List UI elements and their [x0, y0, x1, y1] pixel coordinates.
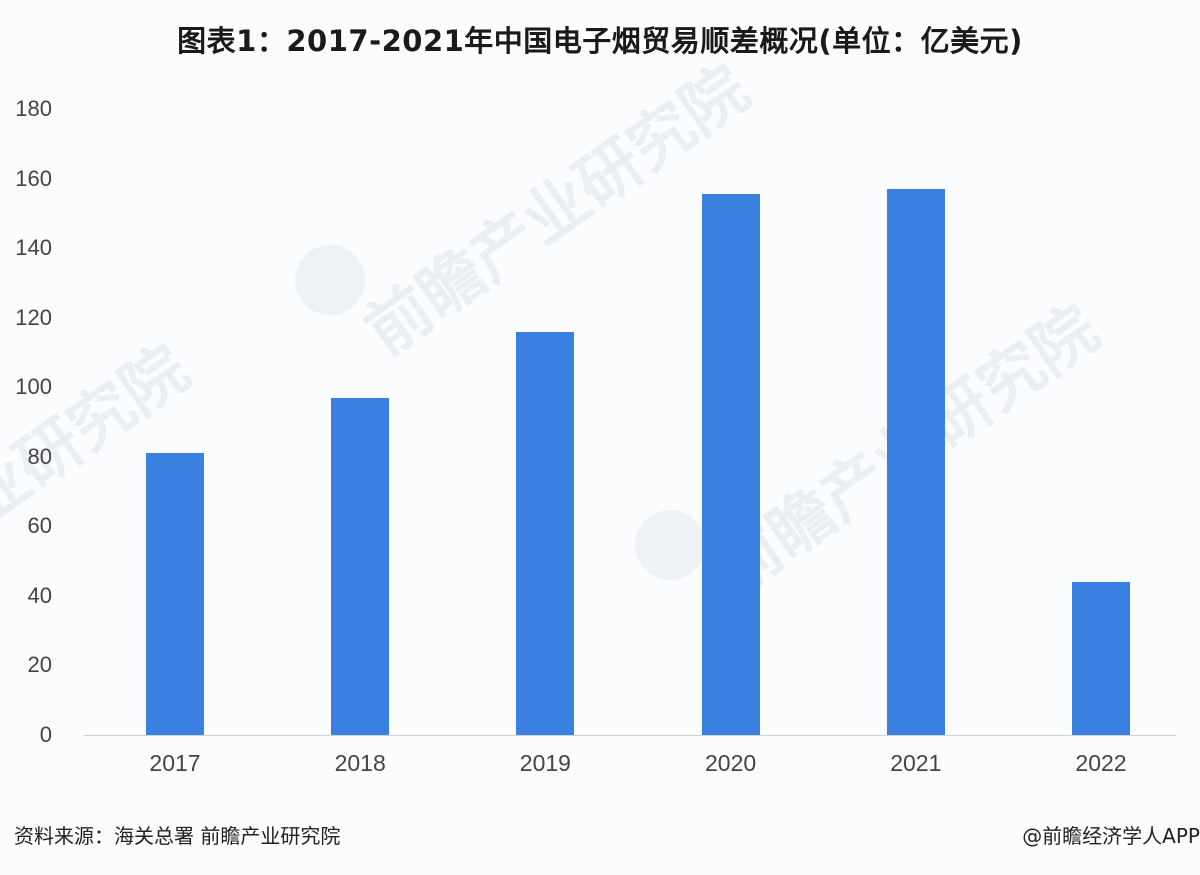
x-tick-label: 2017 [149, 750, 201, 776]
bar-2021 [886, 188, 945, 735]
bar-2018 [331, 397, 390, 735]
x-tick-label: 2022 [1075, 750, 1127, 776]
y-tick-label: 0 [39, 722, 52, 747]
y-tick-label: 100 [15, 374, 52, 400]
x-tick-label: 2020 [705, 750, 757, 776]
x-tick-label: 2019 [519, 750, 571, 776]
x-tick-label: 2018 [334, 750, 386, 776]
y-tick-label: 120 [15, 304, 52, 330]
x-tick-label: 2021 [890, 750, 942, 776]
y-tick-label: 180 [15, 96, 52, 121]
y-tick-label: 80 [27, 443, 52, 469]
x-axis-line [84, 735, 1176, 736]
bar-2019 [516, 331, 575, 735]
y-tick-label: 20 [27, 652, 52, 678]
bar-2020 [701, 194, 760, 735]
bar-2022 [1072, 581, 1130, 735]
y-tick-label: 40 [27, 582, 52, 608]
watermark-logo-icon [635, 510, 705, 580]
y-tick-label: 140 [15, 235, 52, 261]
y-tick-label: 60 [27, 513, 52, 539]
y-tick-label: 160 [15, 165, 52, 191]
source-note: 资料来源：海关总署 前瞻产业研究院 [14, 824, 341, 848]
watermark-logo-icon [295, 245, 365, 315]
credit-note: @前瞻经济学人APP [1022, 824, 1200, 848]
chart-title: 图表1：2017-2021年中国电子烟贸易顺差概况(单位：亿美元) [177, 24, 1023, 58]
bar-2017 [146, 453, 204, 735]
